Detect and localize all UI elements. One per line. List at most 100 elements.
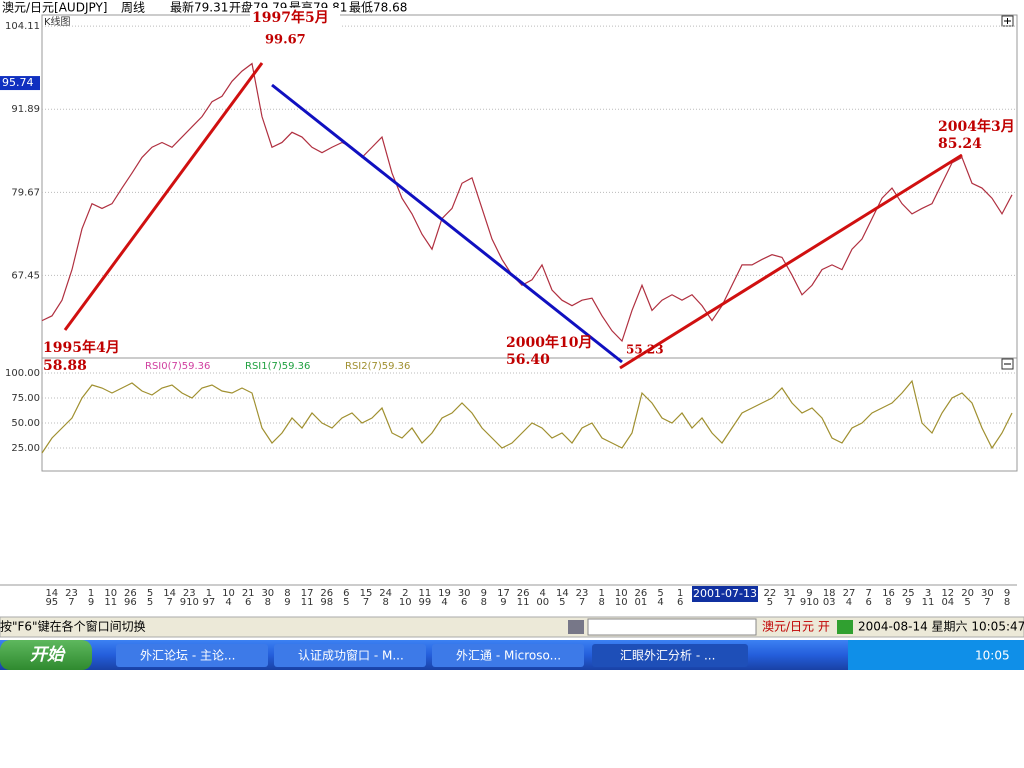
status-symbol: 澳元/日元 开 [762, 620, 830, 634]
x-tick-label: 21 [242, 588, 255, 599]
x-tick-label: 8 [885, 597, 891, 608]
x-tick-label: 7 [984, 597, 990, 608]
status-icon [568, 620, 584, 634]
y-tick-label: 104.11 [5, 21, 40, 32]
y-tick-label: 100.00 [5, 368, 40, 379]
x-tick-label: 9 [481, 588, 487, 599]
x-tick-label: 8 [1004, 597, 1010, 608]
x-tick-label: 8 [265, 597, 271, 608]
task-button[interactable] [432, 644, 584, 667]
x-tick-label: 26 [320, 588, 333, 599]
x-tick-label: 26 [124, 588, 137, 599]
x-tick-label: 30 [981, 588, 994, 599]
plot-layer: 104.11 91.89 79.67 67.45 95.74 100.00 75.00 50.… [0, 21, 1017, 454]
x-tick-label: 5 [147, 588, 153, 599]
x-tick-label: 5 [964, 597, 970, 608]
x-tick-label: 10 [399, 597, 412, 608]
status-bar [0, 616, 1024, 638]
x-tick-label: 910 [180, 597, 199, 608]
x-tick-label: 11 [922, 597, 935, 608]
x-tick-label: 97 [203, 597, 216, 608]
x-tick-label: 23 [65, 588, 78, 599]
x-tick-label: 5 [343, 597, 349, 608]
x-tick-label: 11 [104, 597, 117, 608]
status-icon [837, 620, 853, 634]
x-tick-label: 4 [441, 597, 447, 608]
x-tick-label: 3 [925, 588, 931, 599]
task-button[interactable] [116, 644, 268, 667]
task-title: 外汇论坛 - 主论... [140, 649, 235, 663]
x-tick-label: 5 [147, 597, 153, 608]
x-tick-label: 96 [124, 597, 137, 608]
annotation: 1995年4月 [43, 339, 120, 356]
x-tick-label: 9 [500, 597, 506, 608]
low: 最低78.68 [349, 1, 407, 15]
status-datetime: 2004-08-14 星期六 10:05:47 [858, 620, 1024, 634]
symbol: 澳元/日元[AUDJPY] [2, 1, 107, 15]
y-tick-label: 67.45 [11, 270, 40, 281]
series-line [41, 62, 1013, 343]
rsi-panel [41, 357, 1018, 472]
x-tick-label: 17 [497, 588, 510, 599]
panel-title: K线图 [44, 15, 71, 28]
x-tick-label: 7 [579, 597, 585, 608]
date-cursor: 2001-07-13 [693, 587, 757, 600]
start-label: 开始 [30, 645, 66, 665]
annotation: 85.24 [938, 136, 982, 152]
status-hint: 按"F6"键在各个窗口间切换 [0, 619, 146, 634]
x-tick-label: 19 [438, 588, 451, 599]
legend-entry: RSI1(7)59.36 [245, 361, 310, 372]
x-tick-label: 5 [767, 597, 773, 608]
x-tick-label: 4 [846, 597, 852, 608]
x-tick-label: 9 [806, 588, 812, 599]
x-tick-label: 14 [163, 588, 176, 599]
x-tick-label: 99 [419, 597, 432, 608]
x-tick-label: 30 [458, 588, 471, 599]
task-button[interactable] [274, 644, 426, 667]
legend-entry: RSI2(7)59.36 [345, 361, 410, 372]
x-tick-label: 20 [961, 588, 974, 599]
price-cursor: 95.74 [2, 76, 34, 89]
label-bg [250, 8, 340, 50]
x-tick-label: 910 [800, 597, 819, 608]
x-tick-label: 10 [615, 588, 628, 599]
x-tick-label: 1 [206, 588, 212, 599]
x-tick-label: 03 [823, 597, 836, 608]
x-tick-label: 9 [88, 597, 94, 608]
x-tick-label: 00 [536, 597, 549, 608]
task-button-active[interactable] [592, 644, 748, 667]
blank-panel [0, 472, 1017, 584]
x-tick-label: 5 [657, 588, 663, 599]
x-tick-label: 1 [598, 588, 604, 599]
x-tick-label: 6 [677, 597, 683, 608]
x-tick-label: 6 [461, 597, 467, 608]
tray [848, 640, 1024, 670]
y-tick-label: 25.00 [11, 443, 40, 454]
x-tick-label: 26 [517, 588, 530, 599]
start-button[interactable] [0, 640, 92, 670]
x-tick-label: 10 [222, 588, 235, 599]
task-title: 汇眼外汇分析 - ... [620, 649, 715, 663]
x-tick-label: 17 [301, 588, 314, 599]
x-tick-label: 04 [941, 597, 954, 608]
x-tick-label: 9 [905, 597, 911, 608]
period: 周线 [121, 1, 145, 15]
x-tick-label: 30 [261, 588, 274, 599]
x-tick-label: 23 [183, 588, 196, 599]
y-tick-label: 50.00 [11, 418, 40, 429]
x-tick-label: 26 [635, 588, 648, 599]
label-bg [936, 118, 1016, 154]
trend-line-down [271, 83, 623, 364]
status-field [587, 618, 757, 636]
annotation: 2000年10月 [506, 334, 592, 351]
legend-entry: RSI0(7)59.36 [145, 361, 210, 372]
x-tick-label: 98 [320, 597, 333, 608]
x-tick-label: 11 [301, 597, 314, 608]
task-title: 认证成功窗口 - M... [298, 649, 404, 663]
x-tick-label: 2 [402, 588, 408, 599]
y-tick-label: 91.89 [11, 104, 40, 115]
x-tick-label: 8 [598, 597, 604, 608]
x-tick-label: 9 [284, 597, 290, 608]
x-tick-label: 8 [481, 597, 487, 608]
